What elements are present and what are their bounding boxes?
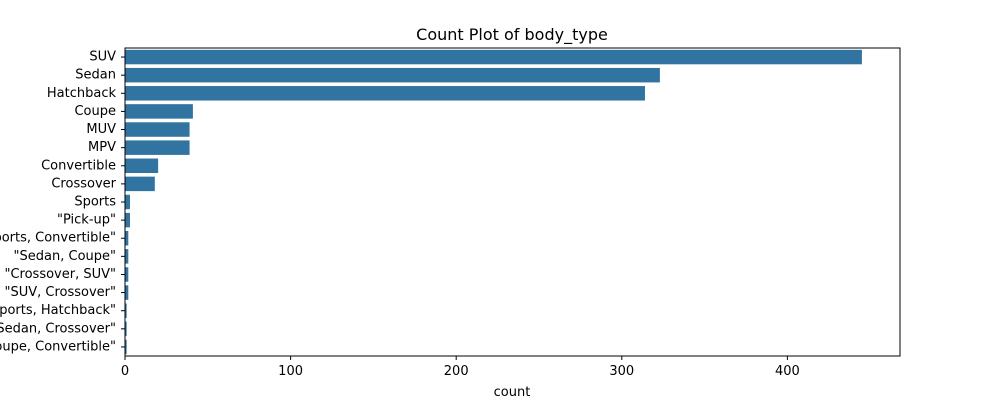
- x-tick-label: 200: [444, 364, 469, 379]
- bar: [125, 230, 129, 246]
- bar: [125, 285, 129, 300]
- y-tick-label: Crossover: [51, 176, 116, 191]
- y-tick-label: Coupe: [74, 104, 116, 119]
- x-axis-label: count: [494, 385, 531, 400]
- bar: [125, 122, 190, 137]
- y-tick-label: Hatchback: [47, 86, 117, 101]
- bar: [125, 67, 660, 83]
- x-tick-label: 0: [121, 364, 129, 379]
- bar: [125, 49, 862, 65]
- x-tick-label: 100: [278, 364, 303, 379]
- y-tick-label: Sedan: [75, 68, 116, 83]
- y-axis: SUV Sedan Hatchback Coupe MUV MPV Convertible C…: [0, 50, 125, 354]
- bar: [125, 212, 130, 228]
- y-tick-label: "Pick-up": [57, 213, 116, 228]
- bar: [125, 176, 155, 192]
- y-tick-label: "Sports, Convertible": [0, 231, 116, 246]
- y-tick-label: MUV: [86, 122, 116, 137]
- y-tick-label: "Crossover, SUV": [4, 267, 116, 282]
- y-tick-label: Sports: [74, 195, 116, 210]
- bar: [125, 321, 127, 337]
- bars-group: [125, 49, 862, 355]
- y-tick-label: MPV: [88, 140, 116, 155]
- bar: [125, 267, 129, 282]
- bar: [125, 303, 127, 318]
- y-tick-label: "Coupe, Convertible": [0, 339, 116, 354]
- bar: [125, 158, 159, 174]
- bar: [125, 194, 130, 210]
- y-tick-label: "Sedan, Coupe": [14, 249, 116, 264]
- bar: [125, 86, 645, 101]
- bar: [125, 339, 127, 355]
- y-tick-label: "Sedan, Crossover": [0, 321, 116, 336]
- y-tick-label: "Sports, Hatchback": [0, 303, 116, 318]
- x-axis: 0 100 200 300 400: [121, 356, 800, 379]
- bar: [125, 104, 193, 119]
- chart-title: Count Plot of body_type: [416, 25, 608, 45]
- x-tick-label: 300: [609, 364, 634, 379]
- x-tick-label: 400: [775, 364, 800, 379]
- y-tick-label: Convertible: [41, 158, 116, 173]
- y-tick-label: SUV: [89, 50, 116, 65]
- bar: [125, 249, 129, 264]
- bar: [125, 140, 190, 155]
- y-tick-label: "SUV, Crossover": [4, 285, 116, 300]
- plot-frame: [124, 47, 901, 357]
